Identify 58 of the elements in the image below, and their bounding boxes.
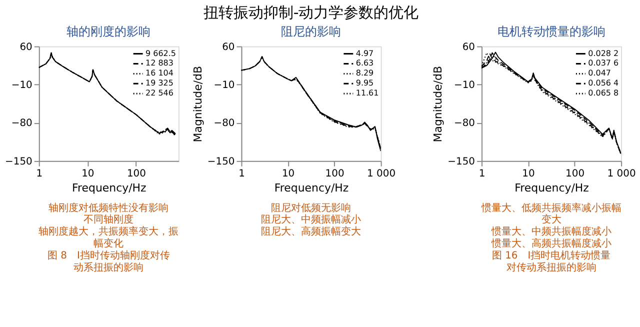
- text: 惯量大、低频共振频率减小振幅变大: [480, 202, 622, 226]
- x-tick-label: 100: [126, 168, 146, 180]
- y-tick-label: −10: [454, 80, 476, 91]
- y-tick-label: 60: [462, 42, 476, 53]
- x-tick-label: 1 000: [367, 168, 396, 180]
- text: 轴刚度对低频特性没有影响: [48, 202, 169, 214]
- x-tick-label: 1: [478, 168, 486, 180]
- chart-subtitle: 轴的刚度的影响: [66, 24, 151, 38]
- legend-label: 16 104: [146, 68, 174, 78]
- y-tick-label: −80: [454, 118, 476, 130]
- text: 阻尼对低频无影响: [271, 202, 352, 214]
- x-tick-label: 10: [522, 168, 535, 180]
- chart-subtitle: 阻尼的影响: [281, 24, 342, 38]
- y-axis-title: Magnitude/dB: [432, 66, 445, 142]
- y-tick-label: 60: [20, 42, 32, 53]
- caption: 图 8 Ⅰ挡时传动轴刚度对传动系扭振的影响: [47, 250, 170, 274]
- x-tick-label: 10: [282, 168, 295, 180]
- legend-label: 0.065 8: [588, 88, 619, 98]
- text: 阻尼大、中频振幅减小: [261, 214, 362, 226]
- x-tick-label: 1: [36, 168, 43, 180]
- y-tick-label: 60: [222, 42, 235, 53]
- y-axis-title: Magnitude/dB: [191, 66, 204, 142]
- caption: 图 16 Ⅰ挡时电机转动惯量对传动系扭振的影响: [492, 250, 611, 274]
- text: 惯量大、中频共振幅度减小: [490, 226, 612, 238]
- x-axis-title: Frequency/Hz: [72, 181, 147, 194]
- legend-label: 0.037 6: [588, 58, 619, 68]
- y-tick-label: −10: [214, 80, 235, 91]
- y-tick-label: −150: [448, 156, 476, 168]
- x-axis-title: Frequency/Hz: [274, 181, 349, 194]
- legend-label: 4.97: [356, 48, 374, 58]
- y-tick-label: −150: [207, 156, 235, 168]
- legend-label: 0.028 2: [588, 48, 619, 58]
- text: 阻尼大、高频振幅变大: [261, 226, 362, 238]
- text: 轴刚度越大，共振频率变大，振幅变化: [38, 226, 179, 250]
- text: 不同轴刚度: [84, 214, 134, 226]
- legend-label: 11.61: [356, 88, 379, 98]
- y-tick-label: −80: [11, 118, 32, 130]
- chart-title: 扭转振动抑制-动力学参数的优化: [203, 3, 419, 22]
- x-axis-title: Frequency/Hz: [514, 181, 590, 194]
- x-tick-label: 1 000: [607, 168, 636, 180]
- x-tick-label: 1: [238, 168, 245, 180]
- x-tick-label: 10: [82, 168, 94, 180]
- chart-subtitle: 电机转动惯量的影响: [497, 24, 606, 38]
- legend-label: 8.29: [356, 68, 374, 78]
- y-tick-label: −10: [11, 80, 32, 91]
- legend-label: 6.63: [356, 58, 374, 68]
- legend-label: 9.95: [356, 78, 374, 88]
- legend-label: 12 883: [146, 58, 174, 68]
- y-tick-label: −80: [214, 118, 235, 130]
- x-tick-label: 100: [325, 168, 344, 180]
- legend-label: 0.047: [588, 68, 611, 78]
- text: 惯量大、高频共振幅度减小: [490, 238, 612, 250]
- legend-label: 9 662.5: [146, 48, 176, 58]
- y-tick-label: −150: [5, 156, 32, 168]
- legend-label: 19 325: [146, 78, 174, 88]
- legend-label: 22 546: [146, 88, 174, 98]
- x-tick-label: 100: [566, 168, 585, 180]
- legend-label: 0.056 4: [588, 78, 619, 88]
